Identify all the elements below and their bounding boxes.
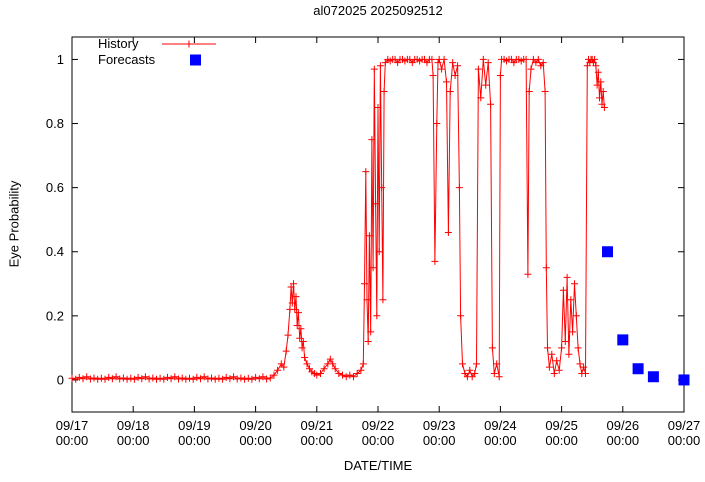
x-tick-label-date: 09/25 bbox=[545, 418, 578, 433]
y-tick-label: 0.8 bbox=[46, 116, 64, 131]
x-tick-label-date: 09/27 bbox=[668, 418, 701, 433]
y-tick-label: 0.4 bbox=[46, 244, 64, 259]
forecast-point bbox=[632, 363, 644, 375]
legend-label-history: History bbox=[98, 36, 139, 51]
x-tick-label-date: 09/17 bbox=[56, 418, 89, 433]
x-tick-label-time: 00:00 bbox=[607, 433, 640, 448]
history-markers bbox=[68, 55, 608, 383]
x-axis-label: DATE/TIME bbox=[343, 458, 413, 473]
x-tick-label-date: 09/22 bbox=[362, 418, 395, 433]
legend-label-forecasts: Forecasts bbox=[98, 52, 156, 67]
y-tick-label: 0.2 bbox=[46, 308, 64, 323]
y-tick-label: 1 bbox=[57, 52, 64, 67]
forecast-point bbox=[678, 374, 690, 386]
x-tick-label-time: 00:00 bbox=[668, 433, 701, 448]
x-tick-label-time: 00:00 bbox=[117, 433, 150, 448]
legend-plus-sample bbox=[185, 40, 193, 48]
legend-square-sample bbox=[190, 54, 201, 66]
x-tick-label-date: 09/23 bbox=[423, 418, 456, 433]
x-tick-label-time: 00:00 bbox=[56, 433, 89, 448]
series-forecasts bbox=[602, 246, 690, 386]
x-tick-label-date: 09/26 bbox=[607, 418, 640, 433]
x-tick-label-time: 00:00 bbox=[301, 433, 334, 448]
forecast-point bbox=[647, 371, 659, 383]
x-tick-label-date: 09/19 bbox=[178, 418, 211, 433]
x-tick-label-time: 00:00 bbox=[484, 433, 517, 448]
forecast-point bbox=[602, 246, 613, 258]
chart-title: al072025 2025092512 bbox=[313, 3, 443, 18]
x-tick-label-date: 09/21 bbox=[301, 418, 334, 433]
x-tick-label-date: 09/24 bbox=[484, 418, 517, 433]
x-tick-label-time: 00:00 bbox=[545, 433, 578, 448]
x-tick-label-time: 00:00 bbox=[178, 433, 211, 448]
x-tick-label-time: 00:00 bbox=[423, 433, 456, 448]
plot-border bbox=[71, 36, 685, 413]
y-tick-label: 0 bbox=[57, 372, 64, 387]
x-tick-label-date: 09/18 bbox=[117, 418, 150, 433]
forecast-point bbox=[617, 334, 629, 346]
y-tick-label: 0.6 bbox=[46, 180, 64, 195]
history-line bbox=[71, 57, 605, 380]
x-axis-ticks: 09/1700:0009/1800:0009/1900:0009/2000:00… bbox=[56, 37, 701, 448]
series-history bbox=[68, 55, 608, 383]
y-axis-ticks: 0 0.2 0.4 0.6 0.8 1 bbox=[46, 52, 684, 387]
x-tick-label-time: 00:00 bbox=[239, 433, 272, 448]
x-tick-label-time: 00:00 bbox=[362, 433, 395, 448]
x-tick-label-date: 09/20 bbox=[239, 418, 272, 433]
